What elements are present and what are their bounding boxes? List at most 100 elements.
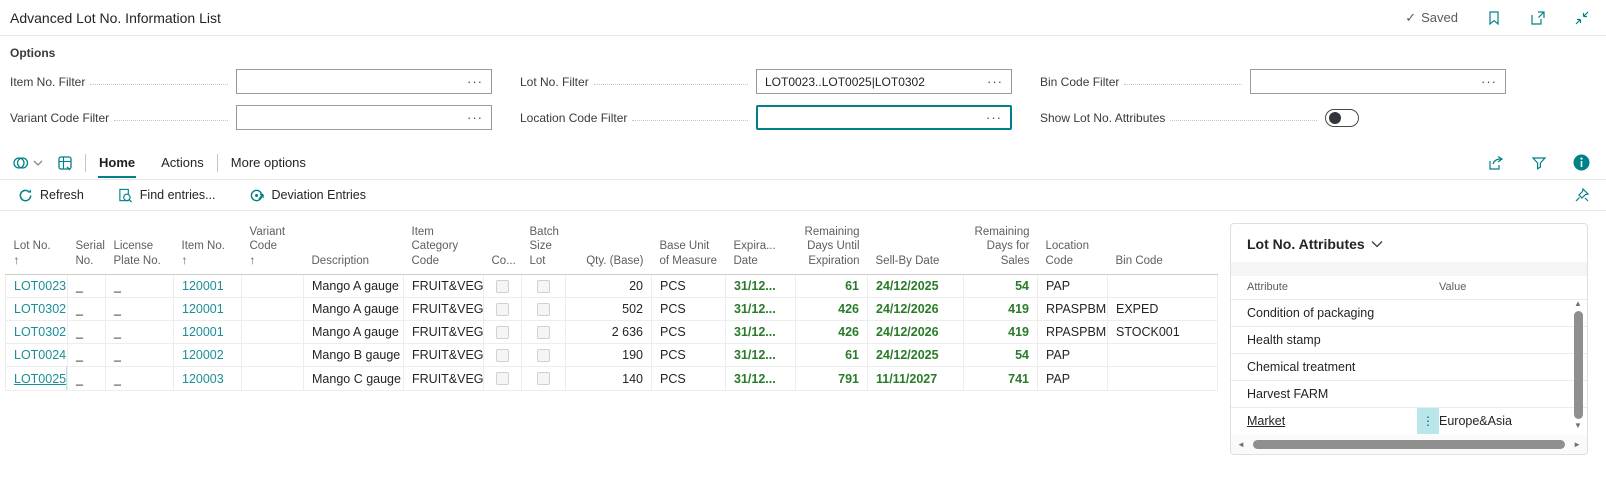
col-location-code[interactable]: Location Code xyxy=(1037,221,1108,276)
attribute-row[interactable]: Harvest FARM xyxy=(1231,380,1587,407)
col-bin-code[interactable]: Bin Code xyxy=(1107,221,1218,276)
tab-home[interactable]: Home xyxy=(98,147,137,178)
co-checkbox[interactable] xyxy=(496,325,509,339)
col-batch-size-lot[interactable]: Batch Size Lot xyxy=(521,221,566,276)
assist-edit-icon[interactable]: ··· xyxy=(467,74,483,89)
save-status-label: Saved xyxy=(1421,10,1458,25)
attr-col-value[interactable]: Value xyxy=(1439,281,1467,293)
col-qty-base[interactable]: Qty. (Base) xyxy=(565,221,652,276)
location-code-filter-label: Location Code Filter xyxy=(520,110,628,125)
col-serial-no[interactable]: Serial No. xyxy=(67,221,106,276)
batch-size-lot-checkbox[interactable] xyxy=(537,279,550,293)
open-in-new-window-icon[interactable] xyxy=(1530,10,1546,26)
dotted-leader xyxy=(90,79,228,85)
col-remaining-days-for-sales[interactable]: Remaining Days for Sales xyxy=(963,221,1038,276)
chevron-down-icon xyxy=(33,160,43,166)
attribute-row[interactable]: Condition of packaging xyxy=(1231,299,1587,326)
batch-size-lot-checkbox[interactable] xyxy=(537,325,550,339)
lot-no-filter-input[interactable]: LOT0023..LOT0025|LOT0302 ··· xyxy=(756,69,1012,94)
find-entries-button[interactable]: Find entries... xyxy=(118,188,216,203)
horizontal-scrollbar[interactable]: ◄ ► xyxy=(1231,435,1587,454)
scroll-left-icon[interactable]: ◄ xyxy=(1237,439,1245,449)
bin-code-filter-label: Bin Code Filter xyxy=(1040,74,1120,89)
col-description[interactable]: Description xyxy=(303,221,404,276)
scrollbar-thumb[interactable] xyxy=(1252,440,1566,449)
assist-edit-icon[interactable]: ··· xyxy=(986,110,1002,125)
vertical-scrollbar[interactable]: ▲ ▼ xyxy=(1572,300,1584,430)
co-checkbox[interactable] xyxy=(496,372,509,386)
col-variant-code[interactable]: Variant Code ↑ xyxy=(241,221,304,276)
toggle-knob xyxy=(1329,111,1342,124)
info-icon[interactable] xyxy=(1573,154,1590,171)
dotted-leader xyxy=(593,79,748,85)
assist-edit-icon[interactable]: ··· xyxy=(467,110,483,125)
col-license-plate-no[interactable]: License Plate No. xyxy=(105,221,174,276)
batch-size-lot-checkbox[interactable] xyxy=(537,302,550,316)
options-section: Options Item No. Filter ··· Lot No. Filt… xyxy=(0,36,1606,146)
tab-more-options[interactable]: More options xyxy=(230,155,306,170)
table-header-row: Lot No. ↑ Serial No. License Plate No. It… xyxy=(5,221,1218,276)
refresh-button[interactable]: Refresh xyxy=(18,188,84,203)
share-icon[interactable] xyxy=(1488,155,1505,171)
co-checkbox[interactable] xyxy=(496,348,509,362)
table-row-selected: LOT0025 ⋮ _ _ 120003 Mango C gauge FRUIT… xyxy=(5,366,1218,392)
filter-icon[interactable] xyxy=(1531,155,1547,171)
related-entities-icon[interactable] xyxy=(12,155,43,171)
attribute-row[interactable]: Chemical treatment xyxy=(1231,353,1587,380)
lot-no-link[interactable]: LOT0302 xyxy=(14,302,67,317)
col-lot-no[interactable]: Lot No. ↑ xyxy=(5,221,68,276)
bookmark-icon[interactable] xyxy=(1486,10,1502,26)
col-base-unit-of-measure[interactable]: Base Unit of Measure xyxy=(651,221,726,276)
attribute-row-selected[interactable]: Market ⋮ Europe&Asia xyxy=(1231,407,1587,434)
item-no-link[interactable]: 120002 xyxy=(182,348,224,363)
lot-no-link[interactable]: LOT0302 xyxy=(14,325,67,340)
scroll-right-icon[interactable]: ► xyxy=(1573,439,1581,449)
col-sell-by-date[interactable]: Sell-By Date xyxy=(867,221,964,276)
col-remaining-days-until-expiration[interactable]: Remaining Days Until Expiration xyxy=(795,221,868,276)
item-no-filter-label: Item No. Filter xyxy=(10,74,86,89)
variant-code-filter-input[interactable]: ··· xyxy=(236,105,492,130)
lot-no-link[interactable]: LOT0023 xyxy=(14,279,67,294)
deviation-entries-button[interactable]: Deviation Entries xyxy=(250,188,366,203)
table-row: LOT0024 _ _ 120002 Mango B gauge FRUIT&V… xyxy=(5,343,1218,368)
col-item-category-code[interactable]: Item Category Code xyxy=(403,221,484,276)
item-no-filter-input[interactable]: ··· xyxy=(236,69,492,94)
scroll-up-icon[interactable]: ▲ xyxy=(1574,299,1582,308)
col-expiration-date[interactable]: Expira... Date xyxy=(725,221,796,276)
co-checkbox[interactable] xyxy=(496,279,509,293)
assist-edit-icon[interactable]: ··· xyxy=(1481,74,1497,89)
col-item-no[interactable]: Item No. ↑ xyxy=(173,221,242,276)
item-no-link[interactable]: 120001 xyxy=(182,279,224,294)
col-co[interactable]: Co... xyxy=(483,221,522,276)
show-lot-attributes-toggle[interactable] xyxy=(1325,108,1360,127)
chevron-down-icon[interactable] xyxy=(1371,240,1383,248)
dotted-leader xyxy=(1124,79,1242,85)
item-no-link[interactable]: 120003 xyxy=(182,371,224,386)
assist-edit-icon[interactable]: ··· xyxy=(987,74,1003,89)
item-no-link[interactable]: 120001 xyxy=(182,302,224,317)
tab-actions[interactable]: Actions xyxy=(161,155,204,170)
panel-header-band xyxy=(1231,262,1587,276)
lot-no-link[interactable]: LOT0025 xyxy=(14,371,67,386)
item-no-link[interactable]: 120001 xyxy=(182,325,224,340)
row-more-options-icon[interactable]: ⋮ xyxy=(66,367,67,390)
scroll-down-icon[interactable]: ▼ xyxy=(1574,421,1582,430)
unpin-pane-icon[interactable] xyxy=(1574,187,1590,203)
lot-no-link[interactable]: LOT0024 xyxy=(14,348,67,363)
location-code-filter-input[interactable]: ··· xyxy=(756,105,1012,130)
co-checkbox[interactable] xyxy=(496,302,509,316)
batch-size-lot-checkbox[interactable] xyxy=(537,348,550,362)
bin-code-filter-input[interactable]: ··· xyxy=(1250,69,1506,94)
scrollbar-thumb[interactable] xyxy=(1573,311,1583,419)
analysis-mode-icon[interactable] xyxy=(57,155,73,171)
attribute-row[interactable]: Health stamp xyxy=(1231,326,1587,353)
attributes-panel-title: Lot No. Attributes xyxy=(1247,236,1365,252)
find-entries-icon xyxy=(119,188,132,203)
row-more-options-icon[interactable]: ⋮ xyxy=(1417,408,1439,434)
table-row: LOT0023 _ _ 120001 Mango A gauge FRUIT&V… xyxy=(5,274,1218,299)
attr-col-attribute[interactable]: Attribute xyxy=(1247,281,1288,293)
batch-size-lot-checkbox[interactable] xyxy=(537,372,550,386)
divider xyxy=(85,153,86,172)
collapse-icon[interactable] xyxy=(1574,10,1590,26)
sort-ascending-icon: ↑ xyxy=(249,254,256,267)
